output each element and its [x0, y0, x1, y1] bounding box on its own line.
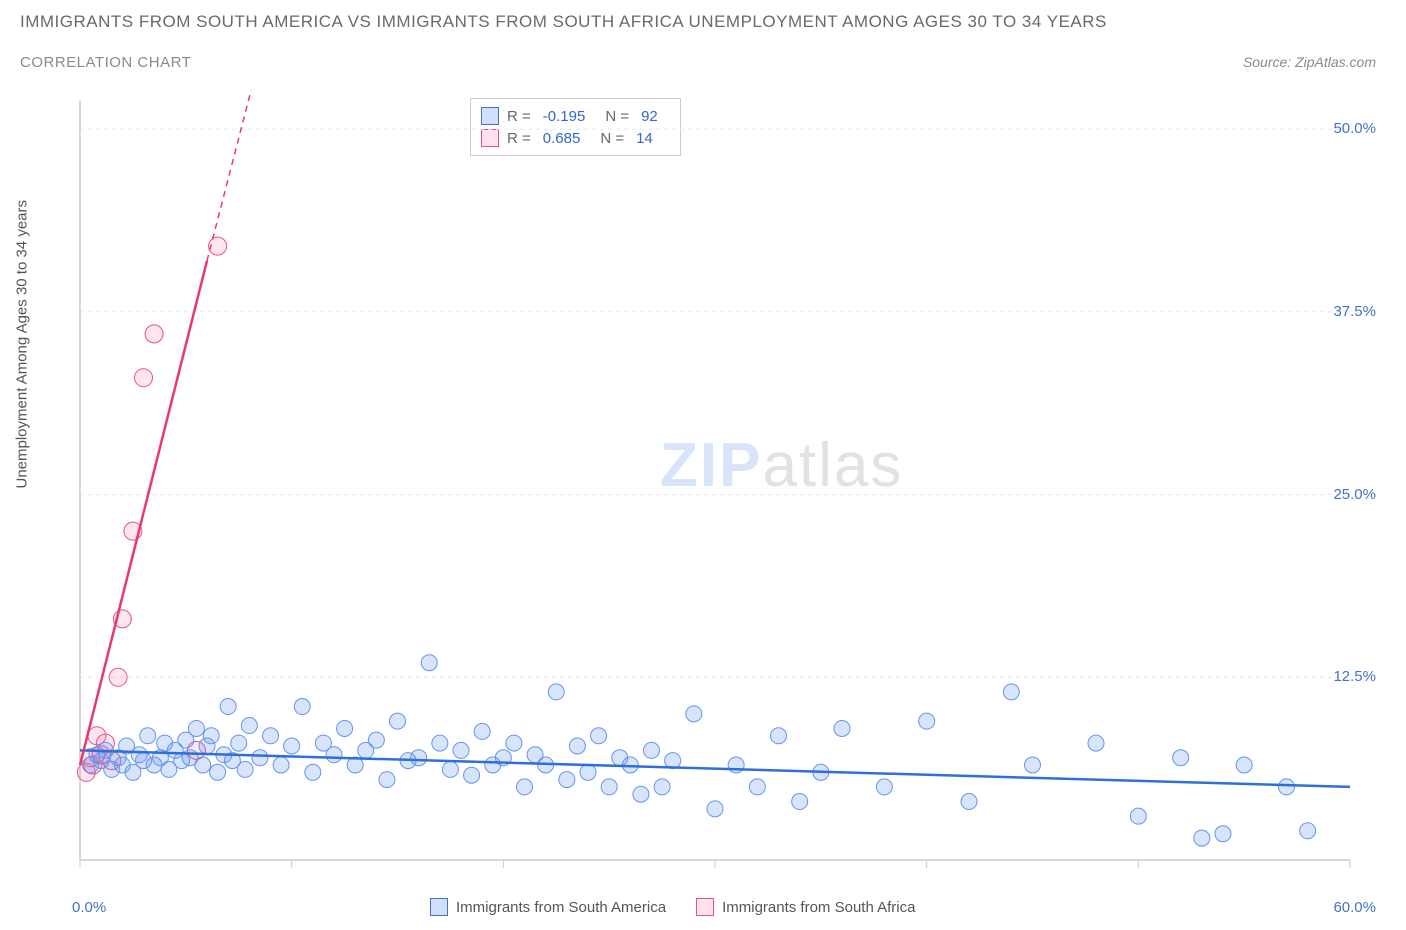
y-tick-label: 50.0% [1333, 120, 1376, 137]
swatch-blue-icon [430, 898, 448, 916]
scatter-chart [60, 90, 1380, 900]
chart-title: IMMIGRANTS FROM SOUTH AMERICA VS IMMIGRA… [20, 12, 1107, 32]
legend-item-series1: Immigrants from South America [430, 898, 666, 916]
chart-subtitle: CORRELATION CHART [20, 54, 191, 71]
legend-label-1: Immigrants from South America [456, 899, 666, 916]
x-max-label: 60.0% [1333, 899, 1376, 916]
y-tick-label: 37.5% [1333, 303, 1376, 320]
swatch-pink-icon [696, 898, 714, 916]
x-min-label: 0.0% [72, 899, 106, 916]
y-axis-label: Unemployment Among Ages 30 to 34 years [14, 200, 31, 489]
bottom-legend: Immigrants from South America Immigrants… [430, 898, 915, 916]
source-attribution: Source: ZipAtlas.com [1243, 54, 1376, 70]
y-tick-label: 25.0% [1333, 486, 1376, 503]
legend-label-2: Immigrants from South Africa [722, 899, 915, 916]
legend-item-series2: Immigrants from South Africa [696, 898, 915, 916]
y-tick-label: 12.5% [1333, 668, 1376, 685]
